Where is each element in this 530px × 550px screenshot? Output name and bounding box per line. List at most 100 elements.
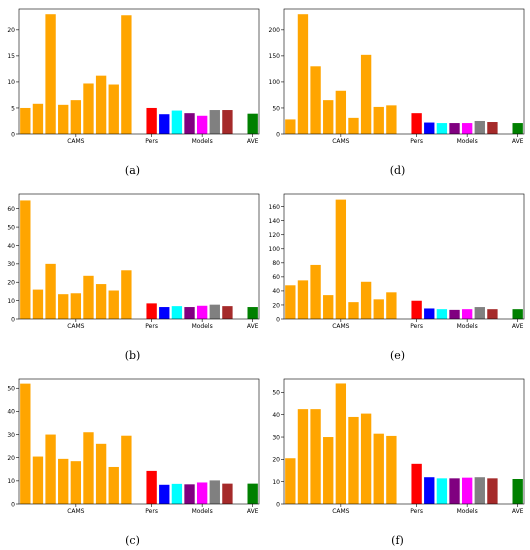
bar-cams: [45, 434, 56, 504]
bar-cams: [323, 295, 334, 319]
x-tick-label: AVE: [247, 138, 259, 145]
bar-cams: [20, 200, 31, 319]
chart-e-svg: 0 20 40 60 80 100 120 140 160 CAMS Pers Models AVE: [269, 193, 525, 330]
x-tick-label: CAMS: [67, 323, 84, 330]
bar-cams: [323, 437, 334, 504]
y-tick-label: 0: [276, 131, 280, 138]
x-tick-label: AVE: [512, 508, 524, 515]
x-tick-label: CAMS: [332, 508, 349, 515]
bar-models: [436, 478, 448, 504]
bar-cams: [335, 90, 347, 134]
plot-frame: [18, 8, 260, 135]
x-tick-label: Pers: [410, 138, 423, 145]
chart-d-svg: 0 50 100 150 200 CAMS Pers Models AVE: [269, 8, 525, 145]
bar-cams: [297, 14, 309, 134]
chart-b-svg: 0 10 20 30 40 50 60 CAMS Pers Models AVE: [7, 193, 260, 330]
y-tick-label: 50: [7, 224, 15, 231]
panel-label-f: (f): [391, 534, 404, 547]
bar-cams: [58, 104, 69, 134]
bar-cams: [20, 107, 31, 134]
bar-models: [436, 309, 448, 319]
bar-ave: [512, 479, 523, 504]
y-tick-label: 15: [7, 53, 15, 60]
x-tick-label: Models: [192, 138, 213, 145]
bar-cams: [108, 466, 119, 504]
x-tick-label: Pers: [145, 508, 158, 515]
panel-label-e: (e): [389, 349, 406, 362]
bar-cams: [95, 284, 107, 319]
bar-models: [449, 123, 460, 134]
x-tick-label: CAMS: [332, 323, 349, 330]
y-tick-label: 20: [7, 280, 15, 287]
bar-models: [171, 306, 183, 319]
bar-models: [222, 306, 233, 319]
bar-models: [449, 309, 460, 319]
bar-cams: [373, 106, 384, 134]
y-tick-label: 5: [11, 105, 15, 112]
y-tick-label: 140: [269, 218, 281, 225]
y-tick-label: 40: [272, 412, 280, 419]
bar-models: [424, 122, 435, 134]
y-tick-label: 20: [7, 455, 15, 462]
bar-models: [209, 304, 220, 319]
bar-cams: [285, 285, 296, 319]
bar-cams: [45, 263, 56, 319]
y-tick-label: 120: [269, 232, 281, 239]
bar-pers: [146, 107, 157, 134]
y-tick-label: 0: [11, 316, 15, 323]
y-tick-label: 200: [269, 27, 281, 34]
y-tick-label: 0: [276, 501, 280, 508]
y-tick-label: 160: [269, 204, 281, 211]
bar-models: [487, 478, 498, 504]
y-tick-label: 20: [272, 302, 280, 309]
x-tick-label: Models: [192, 323, 213, 330]
panel-label-c: (c): [125, 534, 140, 547]
bar-models: [461, 309, 473, 319]
bar-models: [209, 110, 220, 134]
y-tick-label: 80: [272, 260, 280, 267]
panel-label-b: (b): [124, 349, 141, 362]
bar-cams: [335, 199, 347, 319]
y-tick-label: 0: [276, 316, 280, 323]
bar-pers: [411, 463, 422, 504]
x-tick-label: Models: [192, 508, 213, 515]
bar-cams: [335, 383, 347, 504]
bar-cams: [360, 281, 372, 319]
x-tick-label: Pers: [410, 508, 423, 515]
y-tick-label: 30: [7, 261, 15, 268]
y-tick-label: 30: [272, 434, 280, 441]
y-tick-label: 20: [7, 27, 15, 34]
bar-cams: [58, 458, 69, 504]
panel-label-d: (d): [389, 164, 406, 177]
x-tick-label: CAMS: [332, 138, 349, 145]
chart-a-svg: 0 5 10 15 20 CAMS Pers Models AVE: [7, 8, 260, 145]
bar-models: [424, 477, 435, 504]
chart-panel-d: 0 50 100 150 200 CAMS Pers Models AVE (d): [265, 0, 530, 185]
y-tick-label: 10: [272, 479, 280, 486]
y-tick-label: 10: [7, 298, 15, 305]
bar-models: [196, 115, 208, 134]
bar-models: [184, 113, 195, 134]
bar-models: [487, 122, 498, 134]
y-tick-label: 40: [272, 288, 280, 295]
bar-cams: [285, 458, 296, 504]
bar-models: [474, 120, 485, 134]
bar-models: [487, 309, 498, 319]
plot-frame: [18, 193, 260, 320]
y-tick-label: 10: [7, 478, 15, 485]
y-tick-label: 40: [7, 409, 15, 416]
bar-models: [222, 483, 233, 504]
y-tick-label: 40: [7, 243, 15, 250]
x-tick-label: CAMS: [67, 138, 84, 145]
bar-models: [424, 308, 435, 319]
bar-cams: [297, 409, 309, 504]
bar-cams: [70, 461, 82, 504]
x-tick-label: Pers: [410, 323, 423, 330]
bar-models: [474, 477, 485, 504]
x-tick-label: Pers: [145, 323, 158, 330]
y-tick-label: 20: [272, 457, 280, 464]
bar-cams: [121, 435, 132, 504]
bar-cams: [70, 100, 82, 134]
bar-cams: [83, 432, 94, 504]
bar-models: [171, 483, 183, 504]
